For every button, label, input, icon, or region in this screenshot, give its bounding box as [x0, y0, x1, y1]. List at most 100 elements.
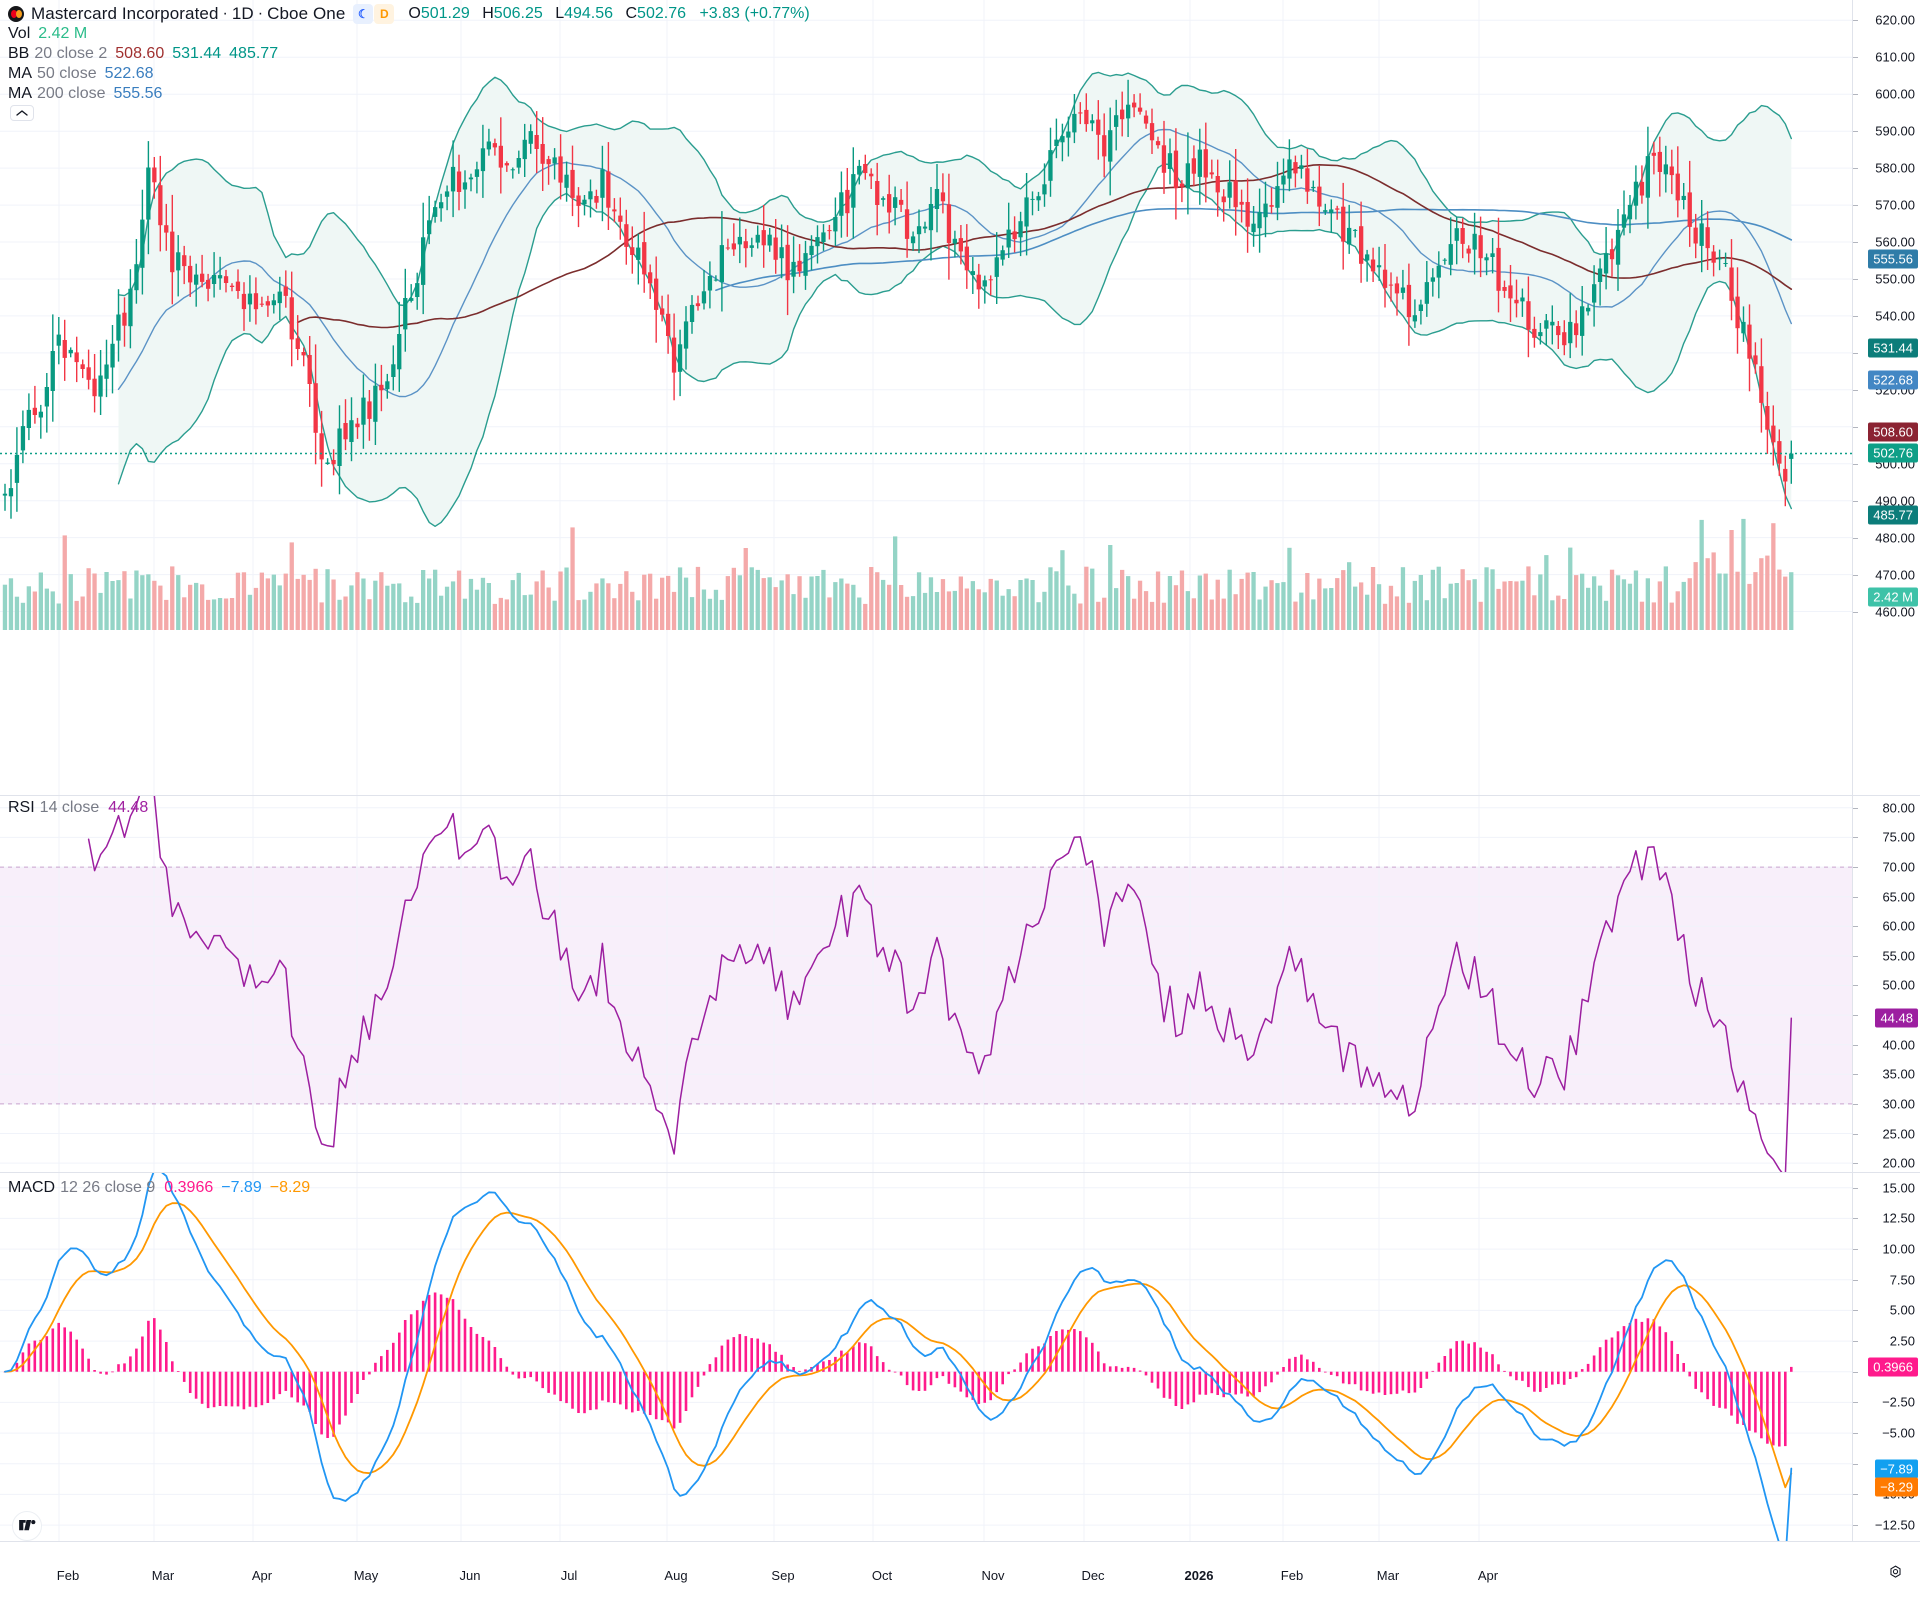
rsi-name: RSI	[8, 799, 35, 816]
macd-tick-2.50: 2.50	[1889, 1333, 1915, 1349]
axis-tick	[1853, 278, 1858, 280]
rsi-params: 14 close	[39, 799, 100, 816]
axis-tick	[1853, 1463, 1858, 1465]
macd-hist-pill[interactable]: 0.3966	[1868, 1357, 1918, 1377]
macd-tick-15.00: 15.00	[1882, 1180, 1915, 1196]
axis-tick	[1853, 1525, 1858, 1527]
macd-histogram-value: 0.3966	[164, 1179, 214, 1196]
exchange-label[interactable]: Cboe One	[267, 4, 346, 23]
time-tick-Feb: Feb	[56, 1568, 80, 1583]
collapse-legend-button[interactable]	[10, 105, 34, 121]
axis-tick	[1853, 537, 1858, 539]
bb-legend-row[interactable]: BB 20 close 2 508.60 531.44 485.77	[8, 44, 810, 64]
rsi-tick-75.00: 75.00	[1882, 829, 1915, 845]
rsi-legend[interactable]: RSI 14 close 44.48	[8, 798, 148, 818]
symbol-title[interactable]: Mastercard Incorporated	[31, 4, 219, 23]
symbol-legend-row[interactable]: Mastercard Incorporated · 1D · Cboe One …	[8, 4, 810, 24]
axis-tick	[1853, 1341, 1858, 1343]
bb-params: 20 close 2	[34, 45, 108, 62]
rsi-chart-canvas[interactable]	[0, 796, 1852, 1172]
axis-tick	[1853, 389, 1858, 391]
rsi-tick-50.00: 50.00	[1882, 977, 1915, 993]
axis-tick	[1853, 1015, 1858, 1017]
volume-legend-row[interactable]: Vol 2.42 M	[8, 24, 810, 44]
price-tick-560: 560.00	[1875, 234, 1915, 250]
axis-tick	[1853, 352, 1858, 354]
price-tick-540: 540.00	[1875, 308, 1915, 324]
mastercard-logo-icon	[8, 6, 24, 22]
price-pill-2.42 M[interactable]: 2.42 M	[1868, 587, 1918, 607]
ma200-value: 555.56	[113, 85, 163, 102]
macd-pane[interactable]	[0, 1173, 1852, 1541]
dividend-adjust-badge[interactable]: D	[374, 4, 395, 24]
time-tick-Mar: Mar	[151, 1568, 175, 1583]
ma50-legend-row[interactable]: MA 50 close 522.68	[8, 64, 810, 84]
macd-legend-row[interactable]: MACD 12 26 close 9 0.3966 −7.89 −8.29	[8, 1178, 310, 1198]
macd-tick-10.00: 10.00	[1882, 1241, 1915, 1257]
price-axis[interactable]: 620.00 610.00 600.00 590.00 580.00 570.00 560.…	[1852, 0, 1920, 1541]
axis-tick	[1853, 1133, 1858, 1135]
rsi-legend-row[interactable]: RSI 14 close 44.48	[8, 798, 148, 818]
axis-tick	[1853, 205, 1858, 207]
rsi-pane[interactable]	[0, 796, 1852, 1172]
price-tick-470: 470.00	[1875, 567, 1915, 583]
axis-tick	[1853, 1044, 1858, 1046]
price-pill-522.68[interactable]: 522.68	[1868, 370, 1918, 390]
interval-label[interactable]: 1D	[231, 4, 254, 23]
macd-name: MACD	[8, 1179, 56, 1196]
axis-tick	[1853, 20, 1858, 22]
axis-tick	[1853, 500, 1858, 502]
tradingview-logo-icon[interactable]	[12, 1511, 42, 1541]
chart-settings-button[interactable]	[1886, 1564, 1904, 1582]
pane-divider-rsi[interactable]	[0, 795, 1920, 796]
rsi-pill[interactable]: 44.48	[1875, 1008, 1918, 1028]
ma50-value: 522.68	[104, 65, 154, 82]
price-tick-490: 490.00	[1875, 493, 1915, 509]
ma200-legend-row[interactable]: MA 200 close 555.56	[8, 84, 810, 104]
axis-tick	[1853, 574, 1858, 576]
price-pane[interactable]	[0, 0, 1852, 795]
price-tick-590: 590.00	[1875, 123, 1915, 139]
rsi-tick-35.00: 35.00	[1882, 1066, 1915, 1082]
bb-upper-value: 508.60	[115, 45, 165, 62]
axis-tick	[1853, 926, 1858, 928]
axis-tick	[1853, 896, 1858, 898]
macd-signal-pill[interactable]: −8.29	[1875, 1477, 1918, 1497]
time-tick-Mar: Mar	[1376, 1568, 1400, 1583]
rsi-tick-20.00: 20.00	[1882, 1155, 1915, 1171]
tv-glyph	[18, 1519, 35, 1530]
main-pane-legend: Mastercard Incorporated · 1D · Cboe One …	[8, 4, 810, 104]
macd-chart-canvas[interactable]	[0, 1173, 1852, 1541]
rsi-tick-40.00: 40.00	[1882, 1037, 1915, 1053]
axis-tick	[1853, 1402, 1858, 1404]
price-pill-485.77[interactable]: 485.77	[1868, 505, 1918, 525]
macd-params: 12 26 close 9	[60, 1179, 156, 1196]
axis-tick	[1853, 1433, 1858, 1435]
rsi-tick-70.00: 70.00	[1882, 859, 1915, 875]
price-tick-600: 600.00	[1875, 86, 1915, 102]
title-separator-1: ·	[222, 5, 228, 22]
price-pill-555.56[interactable]: 555.56	[1868, 249, 1918, 269]
pane-divider-macd[interactable]	[0, 1172, 1920, 1173]
macd-legend[interactable]: MACD 12 26 close 9 0.3966 −7.89 −8.29	[8, 1178, 310, 1198]
time-axis[interactable]: Feb Mar Apr May Jun Jul Aug Sep Oct Nov Dec 2026 Feb…	[0, 1511, 1920, 1600]
ma200-params: 200 close	[37, 85, 106, 102]
macd-tick-−5.00: −5.00	[1882, 1425, 1915, 1441]
axis-tick	[1853, 426, 1858, 428]
close-key: C	[625, 5, 638, 22]
price-pill-508.60[interactable]: 508.60	[1868, 422, 1918, 442]
price-chart-canvas[interactable]	[0, 0, 1852, 795]
extended-session-icon[interactable]: ☾	[353, 4, 374, 24]
macd-signal-value: −8.29	[269, 1179, 311, 1196]
volume-label: Vol	[8, 25, 31, 42]
price-pill-502.76[interactable]: 502.76	[1868, 443, 1918, 463]
price-pill-531.44[interactable]: 531.44	[1868, 338, 1918, 358]
low-value: 494.56	[564, 5, 614, 22]
axis-tick	[1853, 807, 1858, 809]
axis-tick	[1853, 985, 1858, 987]
macd-line-pill[interactable]: −7.89	[1875, 1459, 1918, 1478]
axis-tick	[1853, 1074, 1858, 1076]
time-tick-Sep: Sep	[771, 1568, 795, 1583]
price-tick-570: 570.00	[1875, 197, 1915, 213]
axis-tick	[1853, 131, 1858, 133]
